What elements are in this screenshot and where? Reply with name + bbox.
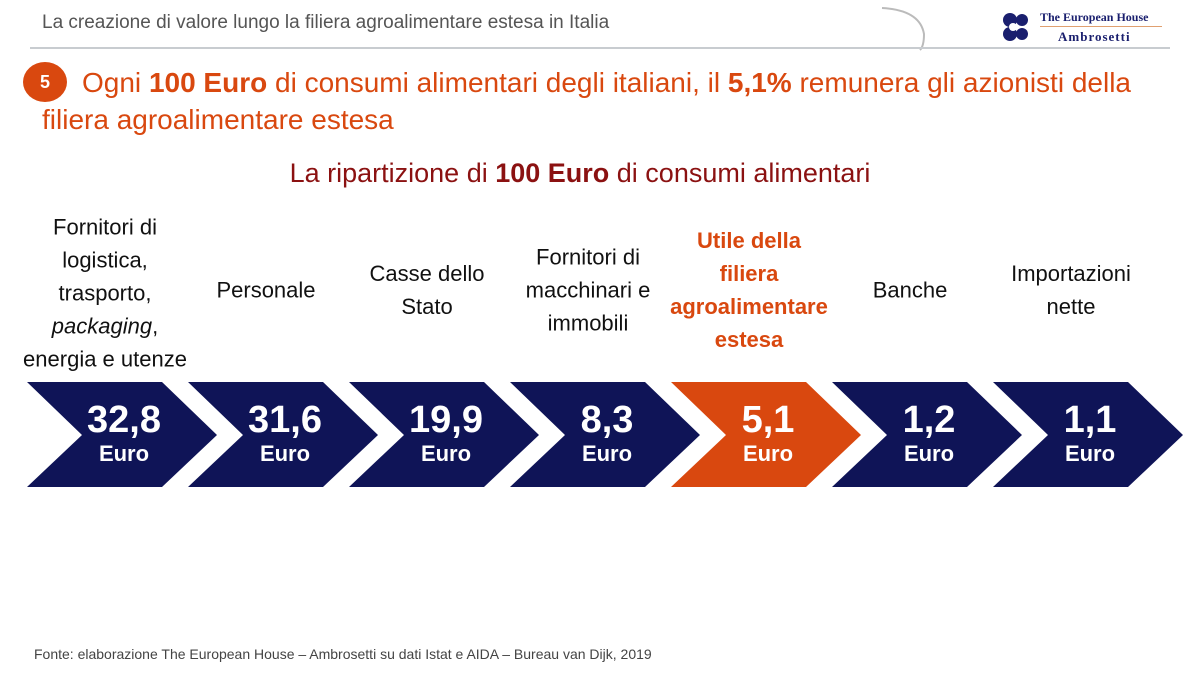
source-note: Fonte: elaborazione The European House –… xyxy=(34,646,652,662)
header-title: La creazione di valore lungo la filiera … xyxy=(42,12,610,33)
chevron-1 xyxy=(27,382,217,487)
item-label: Fornitori di macchinari e immobili xyxy=(525,244,651,336)
item-label: Fornitori di logistica, trasporto, packagin… xyxy=(23,214,187,372)
header-decoration-icon xyxy=(881,7,926,51)
slide-subtitle: La ripartizione di 100 Euro di consumi a… xyxy=(289,158,871,188)
item-value: 1,2 Euro xyxy=(902,399,956,466)
item-label: Personale xyxy=(216,277,316,303)
item-label: Utile della filiera agroalimentare estesa xyxy=(670,228,828,352)
chevron-6 xyxy=(832,382,1022,487)
item-value: 32,8 Euro xyxy=(87,399,161,466)
item-label: Importazioni nette xyxy=(1011,261,1131,319)
chevron-5 xyxy=(671,382,861,487)
item-label: Banche xyxy=(872,277,948,303)
item-value: 19,9 Euro xyxy=(409,399,483,466)
logo: The European House Ambrosetti xyxy=(1000,10,1165,46)
logo-line1: The European House xyxy=(1040,10,1149,24)
logo-icon xyxy=(1003,13,1028,41)
chevron-2 xyxy=(188,382,378,487)
logo-line2: Ambrosetti xyxy=(1058,29,1131,44)
chevron-3 xyxy=(349,382,539,487)
slide-title: Ogni 100 Euro di consumi alimentari degl… xyxy=(42,67,1131,135)
slide-number-badge: 5 xyxy=(23,62,67,102)
chevron-7 xyxy=(993,382,1183,487)
chevron-4 xyxy=(510,382,700,487)
item-value: 31,6 Euro xyxy=(248,399,322,466)
item-value: 1,1 Euro xyxy=(1063,399,1117,466)
item-value: 8,3 Euro xyxy=(580,399,634,466)
item-value: 5,1 Euro xyxy=(741,399,795,466)
item-label: Casse dello Stato xyxy=(369,261,485,319)
header-divider xyxy=(30,47,1170,49)
